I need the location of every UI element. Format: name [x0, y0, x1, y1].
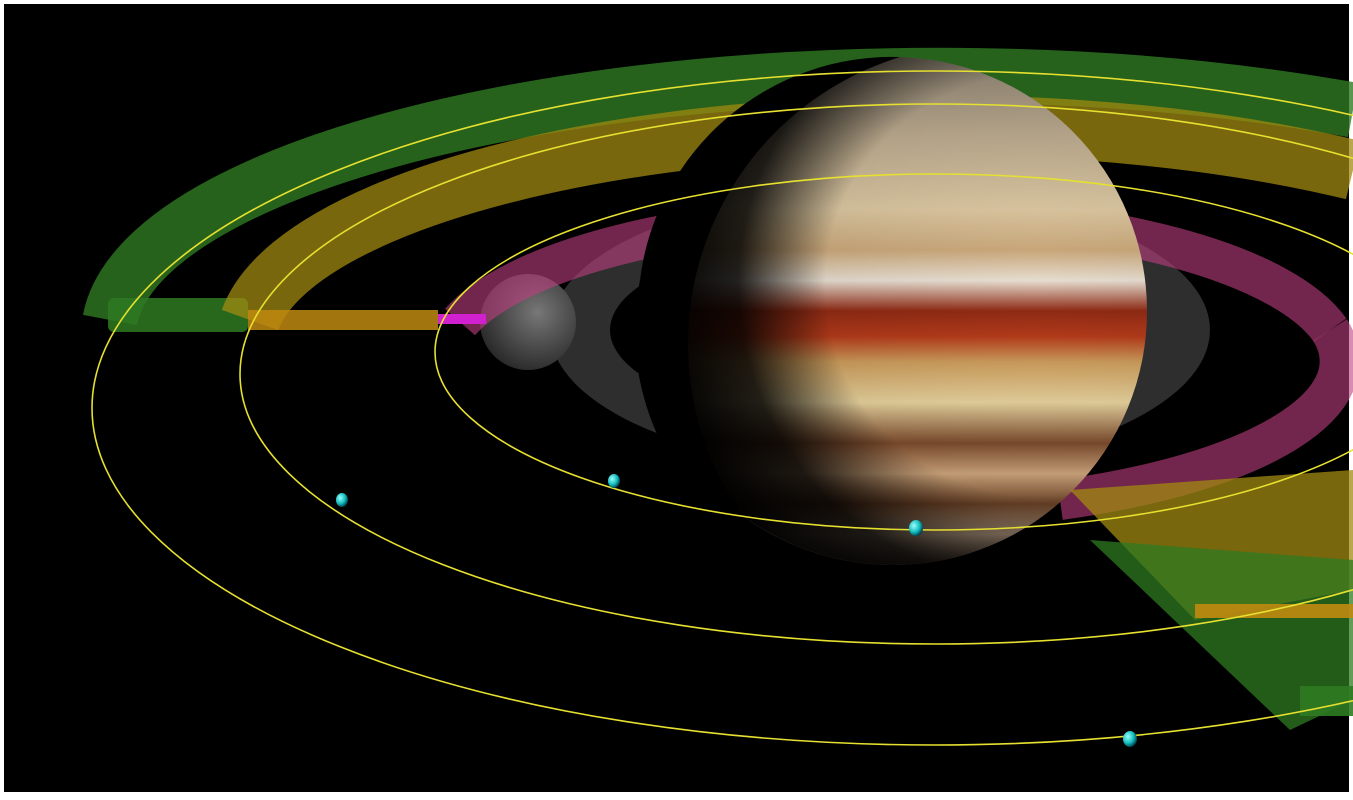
moon [909, 520, 923, 536]
green-slab-edge [1300, 686, 1353, 716]
magenta-edge [438, 314, 486, 324]
yellow-band-end [248, 310, 438, 330]
planet-night [634, 56, 900, 561]
moon [608, 474, 620, 488]
moon [1123, 731, 1137, 747]
green-band-end [108, 298, 248, 332]
yellow-band [221, 95, 1353, 332]
yellow-slab-edge [1195, 604, 1353, 618]
green-band-front [1090, 540, 1353, 730]
moon [336, 493, 348, 507]
green-band [82, 47, 1353, 326]
inner-orbit [434, 173, 1353, 531]
middle-orbit [239, 103, 1353, 645]
outer-orbit [91, 70, 1353, 746]
